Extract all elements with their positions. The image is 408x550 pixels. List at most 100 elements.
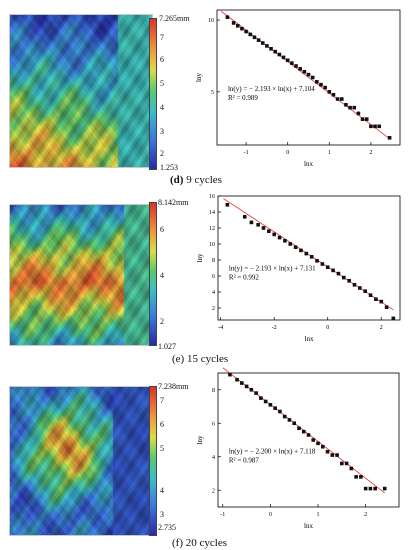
x-axis-label: lnx <box>305 335 314 343</box>
colorbar-tick-f: 4 <box>160 486 164 495</box>
data-point <box>290 61 294 65</box>
data-point <box>242 215 247 219</box>
data-point <box>310 75 315 80</box>
data-point <box>249 220 254 225</box>
data-point <box>240 26 244 31</box>
caption-text-e: 15 cycles <box>184 353 229 365</box>
data-point <box>269 46 273 51</box>
data-point <box>248 32 253 37</box>
surface-map-d <box>9 14 153 168</box>
data-point <box>347 279 351 283</box>
panel-f: 7.238mm 7 6 5 4 3 2.735 -1 0 1 2 2 4 6 8 lnx lny l… <box>0 367 408 550</box>
x-tick-label: 0 <box>269 512 272 518</box>
data-point <box>359 475 363 479</box>
fit-equation-label: ln(y) = − 2.200 × ln(x) + 7.118 <box>229 447 316 455</box>
data-point <box>306 433 311 437</box>
x-tick-label: -2 <box>272 325 277 331</box>
data-point <box>285 58 290 63</box>
data-point <box>319 82 323 87</box>
data-point <box>340 461 344 466</box>
caption-letter-e: (e) <box>172 353 185 365</box>
colorbar-tick-d: 7 <box>160 33 164 42</box>
data-point <box>306 72 311 77</box>
y-axis-label: lny <box>196 435 204 444</box>
data-point <box>272 232 277 237</box>
fit-equation-label: R² = 0.987 <box>229 456 259 464</box>
data-point <box>261 226 266 230</box>
data-point <box>320 444 325 449</box>
caption-f: (f) 20 cycles <box>172 537 227 549</box>
data-point <box>316 441 320 446</box>
data-point <box>327 90 332 94</box>
x-tick-label: 2 <box>380 325 383 331</box>
y-tick-label: 5 <box>211 90 214 96</box>
data-point <box>373 486 377 491</box>
x-tick-label: 2 <box>369 150 372 156</box>
data-point <box>325 449 330 454</box>
data-point <box>293 245 298 249</box>
data-point <box>360 117 365 121</box>
surface-map-canvas-f <box>10 387 152 535</box>
data-point <box>363 486 368 491</box>
data-point <box>244 29 248 34</box>
loglog-chart-e: -4 -2 0 2 2 4 6 8 10 12 14 16 lnx lny ln(y) = − 2.193 … <box>196 194 401 343</box>
data-point <box>273 49 278 54</box>
caption-text-f: 20 cycles <box>183 537 227 549</box>
loglog-chart-d: -1 0 1 2 5 10 lnx lny ln(y) = − 2.193 × ln(x) + … <box>195 9 401 168</box>
data-point <box>352 105 357 110</box>
y-axis-label: lny <box>195 73 203 82</box>
data-point <box>374 297 378 301</box>
colorbar-tick-f: 6 <box>160 420 164 429</box>
data-point <box>354 475 358 479</box>
colorbar-max-label-f: 7.238mm <box>158 382 189 391</box>
colorbar-min-label-e: 1.027 <box>158 342 176 351</box>
data-point <box>377 124 382 129</box>
x-tick-label: 0 <box>286 150 289 156</box>
plot-frame <box>217 195 401 321</box>
colorbar-tick-f: 7 <box>160 396 164 405</box>
data-point <box>331 92 336 97</box>
y-tick-label: 2 <box>212 306 215 312</box>
data-point <box>358 286 362 290</box>
colorbar-tick-e: 4 <box>160 271 164 280</box>
data-point <box>259 396 263 400</box>
surface-map-f <box>9 386 153 536</box>
data-point <box>384 305 389 309</box>
colorbar-max-label-e: 8.142mm <box>158 198 189 207</box>
panel-e: 8.142mm 6 4 2 1.027 -4 -2 0 2 2 4 6 8 10 12 14 16 ln… <box>0 190 408 370</box>
data-point <box>277 235 282 240</box>
data-point <box>273 406 277 410</box>
data-point <box>267 229 271 233</box>
data-point <box>330 453 335 457</box>
colorbar-e <box>149 202 157 346</box>
data-point <box>283 239 287 243</box>
data-point <box>304 251 309 256</box>
data-point <box>256 223 260 227</box>
colorbar-min-label-d: 1.253 <box>160 163 178 172</box>
data-point <box>288 242 293 246</box>
x-tick-label: -1 <box>220 512 225 518</box>
data-point <box>344 102 348 107</box>
data-point <box>391 316 396 321</box>
y-axis-label: lny <box>196 253 204 262</box>
data-point <box>298 67 302 71</box>
plot-frame <box>217 372 400 508</box>
data-point <box>301 429 306 434</box>
data-point <box>235 23 240 28</box>
data-point <box>344 461 349 466</box>
data-point <box>369 124 373 129</box>
data-point <box>352 283 357 287</box>
data-point <box>323 85 327 90</box>
data-point <box>348 105 352 110</box>
data-point <box>373 124 377 129</box>
data-point <box>325 265 330 269</box>
colorbar-tick-e: 2 <box>160 317 164 326</box>
loglog-chart-f: -1 0 1 2 2 4 6 8 lnx lny ln(y) = − 2.200 × ln(x) +… <box>196 367 400 530</box>
y-tick-label: 10 <box>209 242 215 248</box>
data-point <box>320 262 325 266</box>
colorbar-tick-d: 6 <box>160 55 164 64</box>
data-point <box>349 466 354 471</box>
data-point <box>339 97 344 101</box>
data-point <box>263 399 268 404</box>
data-point <box>249 387 254 392</box>
